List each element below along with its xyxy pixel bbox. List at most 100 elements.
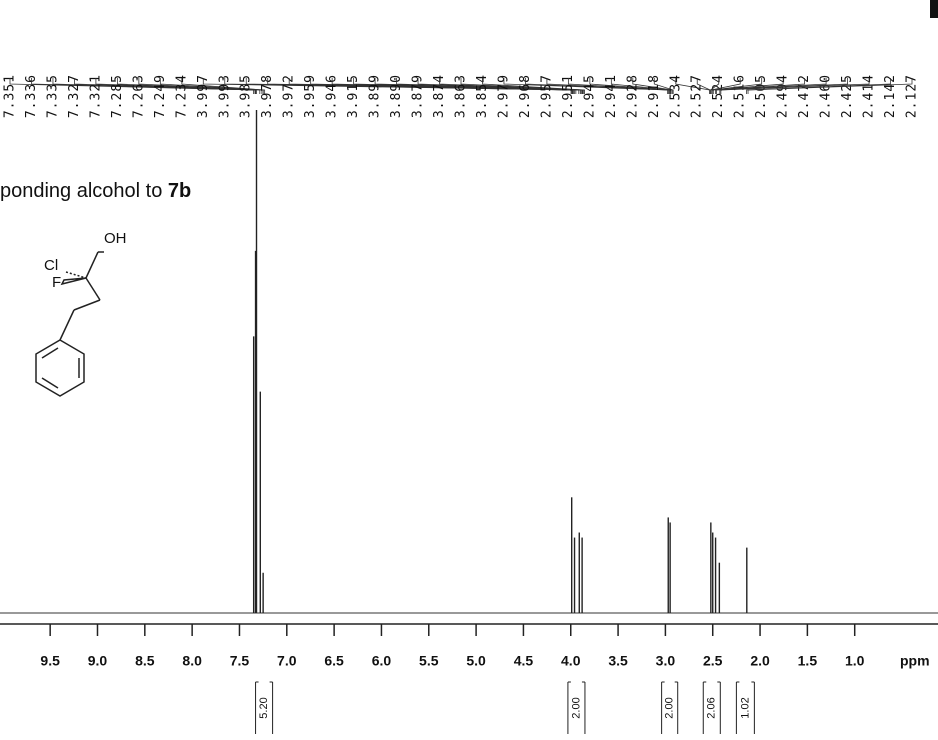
- peak-label: 3.997: [196, 74, 211, 118]
- peak-label: 7.285: [110, 74, 125, 118]
- x-tick-label: 7.5: [230, 653, 250, 669]
- peak-connector: [747, 78, 913, 94]
- x-tick-label: 8.5: [135, 653, 155, 669]
- x-tick-label: 6.5: [324, 653, 344, 669]
- peak-label: 2.951: [561, 74, 576, 118]
- peak-label: 2.945: [582, 74, 597, 118]
- peak-connector: [74, 78, 257, 94]
- peak-label: 3.978: [260, 74, 275, 118]
- x-tick-label: 6.0: [372, 653, 392, 669]
- x-tick-label: 9.5: [40, 653, 60, 669]
- x-tick-label: 8.0: [182, 653, 202, 669]
- peak-connector: [632, 78, 673, 94]
- peak-label: 2.979: [496, 74, 511, 118]
- peak-label: 7.336: [24, 74, 39, 118]
- integral-bracket: [255, 681, 274, 734]
- peak-label: 2.957: [539, 74, 554, 118]
- peak-connector: [546, 78, 670, 94]
- peak-label: 3.863: [454, 74, 469, 118]
- x-tick-label: 3.5: [608, 653, 628, 669]
- peak-label: 3.854: [475, 74, 490, 118]
- peak-label: 2.968: [518, 74, 533, 118]
- peak-connector: [653, 78, 674, 94]
- structure: OH Cl F: [35, 230, 127, 397]
- peak-label: 3.915: [346, 74, 361, 118]
- x-tick-label: 7.0: [277, 653, 297, 669]
- x-tick-label: 5.5: [419, 653, 439, 669]
- title-ref: 7b: [168, 180, 191, 202]
- integral-bracket: [735, 681, 755, 734]
- peak-label: 7.249: [153, 74, 168, 118]
- peak-label: 3.993: [217, 74, 232, 118]
- integral-bracket: [702, 681, 721, 734]
- peak-connector: [720, 78, 870, 94]
- peak-connector: [711, 78, 763, 94]
- peak-connector: [159, 78, 264, 94]
- peak-label: 2.928: [625, 74, 640, 118]
- peak-connector: [396, 78, 582, 94]
- integral-bracket: [567, 681, 586, 734]
- peak-connector: [503, 78, 668, 94]
- x-tick-label: 3.0: [656, 653, 676, 669]
- title-text: ponding alcohol to: [0, 180, 162, 202]
- peak-label: 7.321: [88, 74, 103, 118]
- x-tick-label: 2.5: [703, 653, 723, 669]
- peak-label: 2.527: [690, 74, 705, 118]
- bond: [73, 299, 101, 311]
- peak-connector: [675, 78, 710, 94]
- x-tick-label: 4.5: [514, 653, 534, 669]
- double-bond: [41, 377, 59, 389]
- peak-label: 7.327: [67, 74, 82, 118]
- peak-connector: [610, 78, 672, 94]
- x-tick-label: 4.0: [561, 653, 581, 669]
- peak-label: 3.874: [432, 74, 447, 118]
- x-axis-label: ppm: [900, 653, 930, 669]
- peak-label: 2.941: [604, 74, 619, 118]
- bond: [59, 309, 75, 341]
- x-tick-label: 1.5: [798, 653, 818, 669]
- peak-label: 3.899: [368, 74, 383, 118]
- peak-label: 3.985: [239, 74, 254, 118]
- peak-label: 2.127: [905, 74, 920, 118]
- integral-value: 1.02: [739, 697, 751, 718]
- integral-value: 2.00: [570, 697, 582, 718]
- atom-label: OH: [104, 230, 127, 247]
- peak-connector: [138, 78, 263, 94]
- peak-connector: [417, 78, 583, 94]
- peak-connector: [439, 78, 584, 94]
- bond: [85, 277, 101, 301]
- peak-connector: [116, 78, 261, 94]
- peak-label: 3.972: [282, 74, 297, 118]
- chart-title: ponding alcohol to 7b: [0, 180, 191, 202]
- integral-value: 5.20: [258, 697, 270, 718]
- peak-label: 7.234: [174, 74, 189, 118]
- peak-connector: [460, 78, 585, 94]
- integral-value: 2.06: [706, 697, 718, 718]
- peak-label: 2.505: [754, 74, 769, 118]
- x-tick-label: 5.0: [466, 653, 486, 669]
- peak-connector: [710, 78, 741, 94]
- peak-connector: [714, 78, 806, 94]
- peak-connector: [525, 78, 669, 94]
- peak-connector: [716, 78, 827, 94]
- peak-connector: [95, 78, 257, 94]
- integral-value: 2.00: [664, 697, 676, 718]
- x-tick-label: 9.0: [88, 653, 108, 669]
- peak-connector: [181, 78, 266, 94]
- x-tick-label: 2.0: [750, 653, 770, 669]
- x-tick-label: 1.0: [845, 653, 865, 669]
- peak-label: 7.351: [3, 74, 18, 118]
- atom-label: F: [52, 274, 61, 291]
- peak-connector: [719, 78, 848, 94]
- peak-label: 3.879: [411, 74, 426, 118]
- peak-label: 7.335: [45, 74, 60, 118]
- peak-connector: [710, 78, 720, 94]
- peak-label: 3.890: [389, 74, 404, 118]
- peak-label: 7.263: [131, 74, 146, 118]
- peak-label: 2.524: [711, 74, 726, 118]
- integral-bracket: [661, 681, 679, 734]
- wedge-bond: [60, 277, 87, 286]
- peak-label: 3.946: [325, 74, 340, 118]
